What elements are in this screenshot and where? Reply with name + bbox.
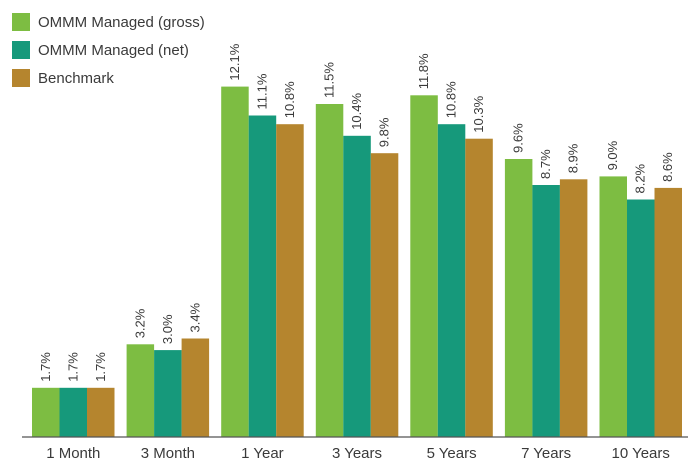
legend-label-net: OMMM Managed (net) (38, 41, 189, 59)
legend-swatch-net (12, 41, 30, 59)
legend: OMMM Managed (gross) OMMM Managed (net) … (12, 8, 205, 92)
x-tick-label: 5 Years (427, 445, 477, 462)
legend-swatch-benchmark (12, 69, 30, 87)
data-label: 8.9% (566, 143, 581, 173)
data-label: 1.7% (38, 352, 53, 382)
bar-ommm-managed-net--3-years (343, 135, 371, 438)
bar-ommm-managed-net--1-month (59, 387, 87, 437)
bar-benchmark-10-years (654, 187, 682, 437)
data-label: 3.2% (132, 308, 147, 338)
x-tick-label: 3 Month (141, 445, 195, 462)
bar-benchmark-1-year (276, 124, 304, 437)
legend-label-benchmark: Benchmark (38, 69, 114, 87)
data-label: 11.8% (416, 53, 431, 89)
bar-ommm-managed-net--10-years (627, 199, 655, 437)
bar-ommm-managed-gross--3-years (315, 104, 344, 437)
bar-ommm-managed-net--1-year (248, 115, 277, 437)
data-label: 11.5% (322, 62, 337, 98)
legend-item-benchmark: Benchmark (12, 64, 205, 92)
data-label: 8.6% (660, 152, 675, 182)
bar-ommm-managed-gross--7-years (504, 159, 533, 437)
bar-benchmark-3-month (181, 338, 210, 437)
data-label: 1.7% (65, 352, 80, 382)
data-label: 10.3% (471, 95, 486, 132)
data-label: 3.4% (187, 302, 202, 332)
legend-item-net: OMMM Managed (net) (12, 36, 205, 64)
x-tick-label: 1 Month (46, 445, 100, 462)
x-tick-label: 1 Year (241, 445, 284, 462)
data-label: 9.8% (377, 117, 392, 147)
data-label: 1.7% (93, 352, 108, 382)
data-label: 11.1% (254, 73, 269, 109)
bar-benchmark-3-years (370, 153, 399, 437)
data-label: 10.8% (444, 81, 459, 118)
bar-ommm-managed-net--5-years (437, 124, 466, 437)
bar-ommm-managed-gross--10-years (599, 176, 627, 437)
x-tick-label: 7 Years (521, 445, 571, 462)
data-label: 8.7% (538, 149, 553, 179)
bar-ommm-managed-gross--3-month (126, 344, 155, 437)
bar-ommm-managed-net--7-years (532, 185, 560, 437)
data-label: 12.1% (227, 43, 242, 80)
bar-benchmark-5-years (465, 138, 493, 437)
bar-ommm-managed-gross--1-year (221, 86, 249, 437)
x-tick-label: 3 Years (332, 445, 382, 462)
data-label: 9.6% (511, 123, 526, 153)
x-tick-label: 10 Years (612, 445, 670, 462)
bar-ommm-managed-net--3-month (154, 350, 182, 437)
data-label: 10.4% (349, 92, 364, 129)
bar-benchmark-1-month (87, 387, 115, 437)
legend-label-gross: OMMM Managed (gross) (38, 13, 205, 31)
bar-ommm-managed-gross--1-month (32, 387, 60, 437)
data-label: 10.8% (282, 81, 297, 118)
bar-ommm-managed-gross--5-years (410, 95, 438, 438)
data-label: 9.0% (605, 140, 620, 170)
bar-benchmark-7-years (559, 179, 588, 438)
data-label: 8.2% (633, 163, 648, 193)
legend-item-gross: OMMM Managed (gross) (12, 8, 205, 36)
data-label: 3.0% (160, 314, 175, 344)
legend-swatch-gross (12, 13, 30, 31)
